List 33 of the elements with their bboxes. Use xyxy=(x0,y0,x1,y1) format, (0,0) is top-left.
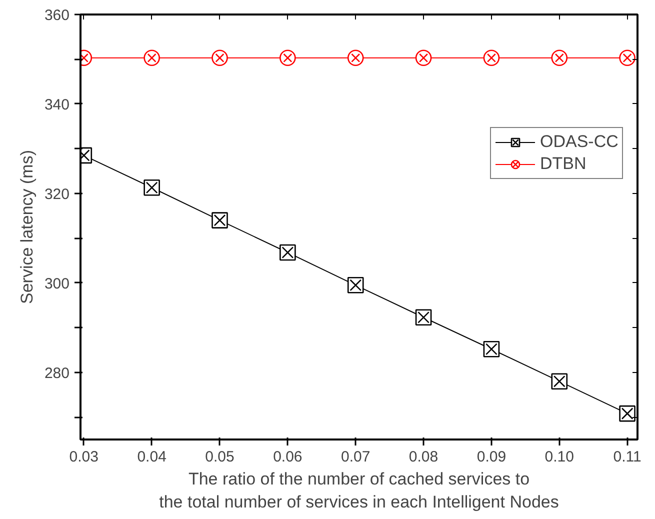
point xyxy=(280,244,296,261)
x-tick-label: 0.03 xyxy=(69,448,98,466)
y-tick-label: 280 xyxy=(44,364,70,382)
y-tick-label: 320 xyxy=(44,186,70,203)
x-tick-label: 0.11 xyxy=(613,448,642,466)
x-axis-title: The ratio of the number of cached services to the total number of services in each Intelligent Nodes xyxy=(159,470,559,512)
point xyxy=(144,179,160,196)
y-tick-label: 360 xyxy=(44,7,70,24)
point xyxy=(551,50,568,66)
x-tick-label: 0.08 xyxy=(408,448,438,466)
point xyxy=(619,405,636,422)
point xyxy=(551,373,568,390)
point xyxy=(483,340,500,358)
legend-label: ODAS-CC xyxy=(540,132,618,152)
x-tick-label: 0.04 xyxy=(137,448,166,466)
x-tick-label: 0.07 xyxy=(341,448,370,466)
point xyxy=(280,50,296,66)
legend-label: DTBN xyxy=(540,154,586,174)
point xyxy=(144,50,160,66)
x-tick-label: 0.10 xyxy=(544,448,574,466)
x-tick-label: 0.05 xyxy=(205,448,234,466)
y-tick-label: 340 xyxy=(44,96,70,114)
point xyxy=(415,50,432,66)
y-tick-label: 300 xyxy=(44,275,70,292)
x-tick-label: 0.06 xyxy=(273,448,302,466)
point xyxy=(619,50,636,66)
point xyxy=(415,309,432,326)
point xyxy=(483,50,500,66)
point xyxy=(212,50,228,66)
point xyxy=(347,277,364,294)
x-tick-label: 0.09 xyxy=(476,448,506,466)
y-axis-title: Service latency (ms) xyxy=(17,150,36,304)
point xyxy=(347,50,364,66)
